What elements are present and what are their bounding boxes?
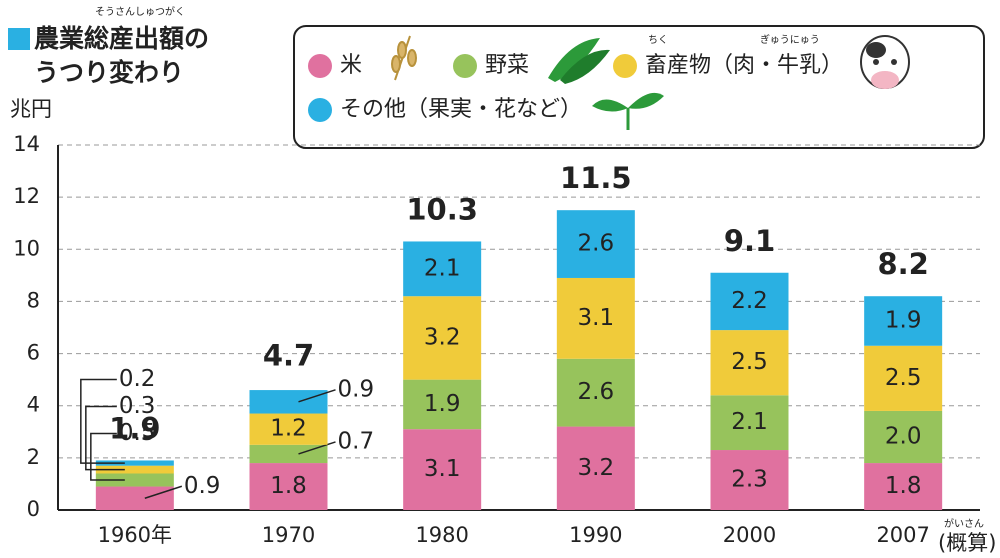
y-tick-label: 8 bbox=[27, 288, 40, 312]
legend-label: 畜産物（肉・牛乳） bbox=[645, 53, 843, 78]
legend-ruby: ぎゅうにゅう bbox=[760, 33, 820, 46]
x-tick-label: 1960年 bbox=[98, 523, 172, 547]
legend-swatch bbox=[308, 98, 332, 122]
bar-segment bbox=[864, 410, 943, 464]
bar-segment bbox=[710, 450, 789, 510]
segment-label: 0.7 bbox=[338, 428, 375, 454]
segment-label: 1.8 bbox=[270, 473, 307, 499]
bar-segment bbox=[864, 463, 943, 510]
vegetable-icon bbox=[548, 38, 610, 84]
bar-segment bbox=[249, 413, 328, 445]
segment-label: 3.1 bbox=[578, 305, 615, 331]
x-tick-label: 2007 bbox=[876, 523, 929, 547]
bar-segment bbox=[556, 358, 635, 427]
segment-label: 2.2 bbox=[731, 288, 768, 314]
segment-label: 3.2 bbox=[578, 455, 615, 481]
legend-swatch bbox=[613, 54, 637, 78]
x-tick-label: 2000 bbox=[723, 523, 776, 547]
segment-label: 1.2 bbox=[270, 416, 307, 442]
segment-label: 2.5 bbox=[731, 349, 768, 375]
bar-segment bbox=[864, 296, 943, 346]
segment-label: 0.3 bbox=[119, 393, 156, 419]
bar-segment bbox=[95, 460, 174, 466]
segment-label: 0.9 bbox=[184, 473, 221, 499]
segment-label: 2.6 bbox=[578, 231, 615, 257]
total-label: 1.9 bbox=[109, 411, 160, 445]
legend-label: 野菜 bbox=[485, 53, 529, 78]
title-ruby: そうさんしゅつがく bbox=[95, 5, 185, 18]
segment-label: 2.1 bbox=[424, 255, 461, 281]
y-tick-label: 10 bbox=[13, 236, 40, 260]
chart-title: 農業総産出額の bbox=[34, 24, 209, 53]
x-tick-label: 1980 bbox=[415, 523, 468, 547]
bar-segment bbox=[710, 395, 789, 451]
bar-segment bbox=[403, 296, 482, 380]
segment-label: 0.9 bbox=[338, 376, 375, 402]
y-tick-label: 6 bbox=[27, 341, 40, 365]
bar-segment bbox=[556, 426, 635, 510]
bar-segment bbox=[556, 210, 635, 278]
y-tick-label: 0 bbox=[27, 497, 40, 521]
bar-segment bbox=[249, 463, 328, 510]
bar-segment bbox=[95, 473, 174, 487]
leader-line bbox=[85, 405, 125, 471]
category-note: (概算) bbox=[938, 531, 996, 555]
y-tick-label: 2 bbox=[27, 445, 40, 469]
segment-label: 3.2 bbox=[424, 324, 461, 350]
legend-ruby: ちく bbox=[648, 34, 668, 46]
y-tick-label: 14 bbox=[13, 132, 40, 156]
bar-segment bbox=[95, 486, 174, 510]
leader-line bbox=[298, 441, 336, 455]
segment-label: 2.6 bbox=[578, 379, 615, 405]
leader-line bbox=[144, 485, 183, 499]
bar-segment bbox=[403, 379, 482, 430]
bar-segment bbox=[249, 444, 328, 464]
bar-segment bbox=[556, 277, 635, 359]
segment-label: 0.2 bbox=[119, 366, 156, 392]
segment-label: 2.0 bbox=[885, 424, 922, 450]
y-tick-label: 12 bbox=[13, 184, 40, 208]
bar-segment bbox=[710, 330, 789, 396]
category-note-ruby: がいさん bbox=[944, 517, 984, 530]
segment-label: 3.1 bbox=[424, 456, 461, 482]
legend-swatch bbox=[453, 54, 477, 78]
segment-label: 1.9 bbox=[885, 307, 922, 333]
total-label: 11.5 bbox=[560, 161, 632, 195]
bar-segment bbox=[864, 345, 943, 411]
segment-label: 2.1 bbox=[731, 409, 768, 435]
leader-line bbox=[80, 378, 125, 464]
legend-label: その他（果実・花など） bbox=[340, 97, 582, 122]
x-tick-label: 1990 bbox=[569, 523, 622, 547]
x-tick-label: 1970 bbox=[262, 523, 315, 547]
bar-segment bbox=[249, 390, 328, 414]
rice-icon bbox=[391, 35, 417, 81]
segment-label: 2.3 bbox=[731, 467, 768, 493]
bar-segment bbox=[403, 429, 482, 510]
title-marker bbox=[8, 28, 30, 50]
bar-segment bbox=[710, 272, 789, 331]
total-label: 10.3 bbox=[406, 192, 478, 226]
legend-swatch bbox=[308, 54, 332, 78]
y-axis-label: 兆円 bbox=[10, 97, 52, 121]
cow-icon bbox=[860, 35, 910, 89]
total-label: 9.1 bbox=[724, 224, 775, 258]
bar-segment bbox=[403, 241, 482, 297]
segment-label: 1.9 bbox=[424, 391, 461, 417]
segment-label: 2.5 bbox=[885, 365, 922, 391]
chart-title: うつり変わり bbox=[34, 58, 184, 87]
segment-label: 1.8 bbox=[885, 473, 922, 499]
total-label: 8.2 bbox=[877, 247, 928, 281]
bar-segment bbox=[95, 465, 174, 474]
sprout-icon bbox=[592, 92, 664, 130]
leader-line bbox=[90, 432, 125, 481]
legend-label: 米 bbox=[340, 53, 362, 78]
segment-label: 0.5 bbox=[119, 420, 156, 446]
y-tick-label: 4 bbox=[27, 393, 40, 417]
total-label: 4.7 bbox=[263, 338, 314, 372]
leader-line bbox=[298, 389, 336, 403]
